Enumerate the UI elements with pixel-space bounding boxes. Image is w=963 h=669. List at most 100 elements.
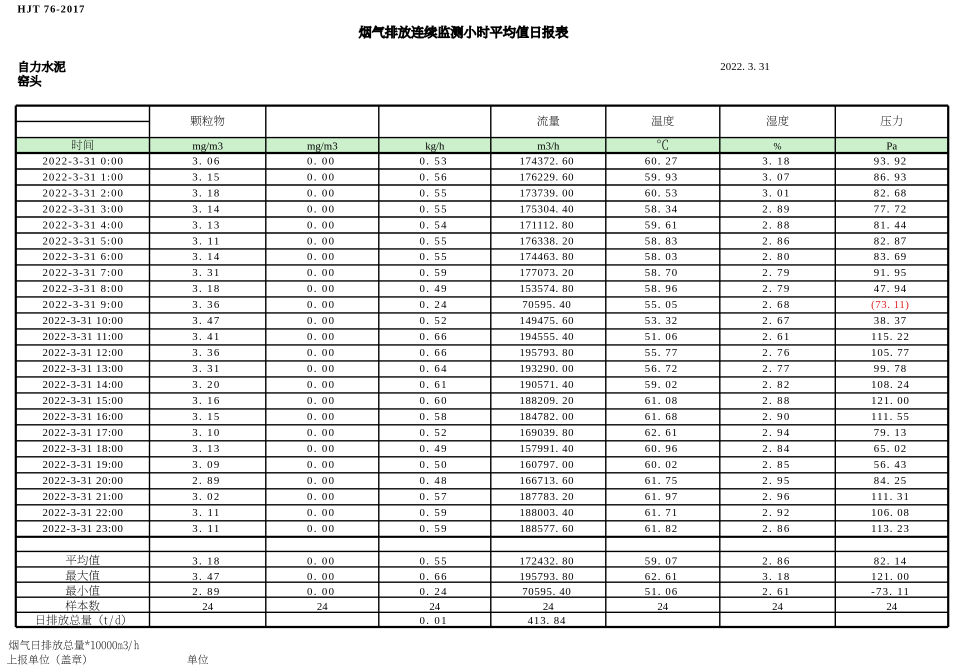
svg-text:173739. 00: 173739. 00 [520, 187, 574, 199]
svg-text:kg/h: kg/h [425, 140, 445, 152]
svg-text:2. 92: 2. 92 [762, 507, 789, 519]
svg-text:2022-3-31 1:00: 2022-3-31 1:00 [42, 171, 123, 183]
svg-text:2022-3-31 9:00: 2022-3-31 9:00 [42, 299, 123, 311]
svg-text:24: 24 [772, 601, 783, 613]
svg-text:2022-3-31 17:00: 2022-3-31 17:00 [42, 427, 123, 439]
svg-text:24: 24 [543, 601, 554, 613]
svg-text:3. 11: 3. 11 [192, 235, 219, 247]
svg-text:176338. 20: 176338. 20 [520, 235, 574, 247]
svg-text:184782. 00: 184782. 00 [520, 411, 574, 423]
svg-text:160797. 00: 160797. 00 [520, 459, 574, 471]
svg-text:53. 32: 53. 32 [645, 315, 677, 327]
svg-text:65. 02: 65. 02 [874, 443, 906, 455]
svg-text:91. 95: 91. 95 [874, 267, 906, 279]
svg-text:190571. 40: 190571. 40 [520, 379, 574, 391]
svg-text:24: 24 [657, 601, 668, 613]
svg-text:83. 69: 83. 69 [874, 251, 906, 263]
svg-text:2022-3-31 20:00: 2022-3-31 20:00 [42, 475, 123, 487]
svg-text:2. 61: 2. 61 [762, 331, 789, 343]
svg-text:2. 95: 2. 95 [762, 475, 789, 487]
svg-text:mg/m3: mg/m3 [307, 140, 338, 152]
svg-text:47. 94: 47. 94 [874, 283, 907, 295]
svg-text:2. 79: 2. 79 [762, 267, 789, 279]
svg-text:149475. 60: 149475. 60 [520, 315, 574, 327]
svg-text:3. 18: 3. 18 [762, 571, 789, 583]
svg-text:2. 68: 2. 68 [762, 299, 789, 311]
svg-text:60. 96: 60. 96 [645, 443, 678, 455]
svg-text:24: 24 [886, 601, 897, 613]
svg-text:2022-3-31 14:00: 2022-3-31 14:00 [42, 379, 123, 391]
svg-text:2022-3-31 5:00: 2022-3-31 5:00 [42, 235, 123, 247]
svg-text:56. 72: 56. 72 [645, 363, 677, 375]
svg-text:2022-3-31 18:00: 2022-3-31 18:00 [42, 443, 123, 455]
svg-text:81. 44: 81. 44 [874, 219, 907, 231]
svg-text:2022-3-31 16:00: 2022-3-31 16:00 [42, 411, 123, 423]
svg-text:3. 18: 3. 18 [192, 555, 219, 567]
svg-text:51. 06: 51. 06 [645, 586, 678, 598]
svg-text:2. 85: 2. 85 [762, 459, 789, 471]
svg-text:175304. 40: 175304. 40 [520, 203, 574, 215]
svg-text:188209. 20: 188209. 20 [520, 395, 574, 407]
svg-text:2022. 3. 31: 2022. 3. 31 [720, 61, 770, 73]
svg-text:171112. 80: 171112. 80 [520, 219, 574, 231]
svg-text:2. 89: 2. 89 [762, 203, 789, 215]
svg-text:70595. 40: 70595. 40 [522, 299, 571, 311]
svg-text:3. 20: 3. 20 [192, 379, 219, 391]
svg-text:2022-3-31 13:00: 2022-3-31 13:00 [42, 363, 123, 375]
svg-text:2022-3-31 23:00: 2022-3-31 23:00 [42, 523, 123, 535]
svg-text:HJT 76-2017: HJT 76-2017 [17, 5, 84, 16]
svg-text:2022-3-31 11:00: 2022-3-31 11:00 [42, 331, 123, 343]
svg-text:2022-3-31 22:00: 2022-3-31 22:00 [42, 507, 123, 519]
svg-text:82. 68: 82. 68 [874, 187, 906, 199]
svg-text:3. 31: 3. 31 [192, 363, 219, 375]
svg-text:58. 83: 58. 83 [645, 235, 677, 247]
svg-text:62. 61: 62. 61 [645, 427, 677, 439]
svg-text:61. 68: 61. 68 [645, 411, 677, 423]
svg-text:2. 79: 2. 79 [762, 283, 789, 295]
svg-text:174372. 60: 174372. 60 [520, 155, 574, 167]
svg-text:157991. 40: 157991. 40 [520, 443, 574, 455]
svg-text:115. 22: 115. 22 [871, 331, 909, 343]
svg-text:Pa: Pa [886, 140, 897, 152]
svg-text:61. 97: 61. 97 [645, 491, 678, 503]
svg-text:(73. 11): (73. 11) [871, 299, 909, 311]
svg-text:193290. 00: 193290. 00 [520, 363, 574, 375]
svg-text:3. 11: 3. 11 [192, 507, 219, 519]
svg-text:111. 55: 111. 55 [871, 411, 909, 423]
svg-text:86. 93: 86. 93 [874, 171, 906, 183]
svg-text:172432. 80: 172432. 80 [520, 555, 574, 567]
svg-text:61. 71: 61. 71 [645, 507, 677, 519]
svg-text:413. 84: 413. 84 [528, 615, 566, 627]
svg-text:61. 82: 61. 82 [645, 523, 677, 535]
svg-text:60. 02: 60. 02 [645, 459, 677, 471]
svg-text:%: % [774, 141, 782, 152]
svg-text:176229. 60: 176229. 60 [520, 171, 574, 183]
svg-text:93. 92: 93. 92 [874, 155, 906, 167]
svg-text:59. 02: 59. 02 [645, 379, 677, 391]
svg-text:3. 09: 3. 09 [192, 459, 219, 471]
svg-text:24: 24 [317, 601, 328, 613]
svg-text:153574. 80: 153574. 80 [520, 283, 574, 295]
svg-text:m3/h: m3/h [537, 140, 560, 152]
svg-text:3. 31: 3. 31 [192, 267, 219, 279]
svg-text:195793. 80: 195793. 80 [520, 571, 574, 583]
svg-text:169039. 80: 169039. 80 [520, 427, 574, 439]
svg-text:3. 01: 3. 01 [762, 187, 789, 199]
svg-text:55. 77: 55. 77 [645, 347, 678, 359]
svg-text:108. 24: 108. 24 [871, 379, 909, 391]
svg-text:2022-3-31 0:00: 2022-3-31 0:00 [42, 155, 123, 167]
svg-text:84. 25: 84. 25 [874, 475, 906, 487]
svg-text:77. 72: 77. 72 [874, 203, 906, 215]
svg-text:mg/m3: mg/m3 [192, 140, 223, 152]
svg-text:2. 88: 2. 88 [762, 395, 789, 407]
svg-text:56. 43: 56. 43 [874, 459, 906, 471]
svg-text:121. 00: 121. 00 [871, 571, 909, 583]
svg-text:82. 87: 82. 87 [874, 235, 907, 247]
svg-text:58. 03: 58. 03 [645, 251, 677, 263]
svg-text:174463. 80: 174463. 80 [520, 251, 574, 263]
svg-text:2. 80: 2. 80 [762, 251, 789, 263]
svg-text:2. 82: 2. 82 [762, 379, 789, 391]
svg-text:61. 75: 61. 75 [645, 475, 677, 487]
svg-text:2022-3-31 4:00: 2022-3-31 4:00 [42, 219, 123, 231]
svg-text:177073. 20: 177073. 20 [520, 267, 574, 279]
